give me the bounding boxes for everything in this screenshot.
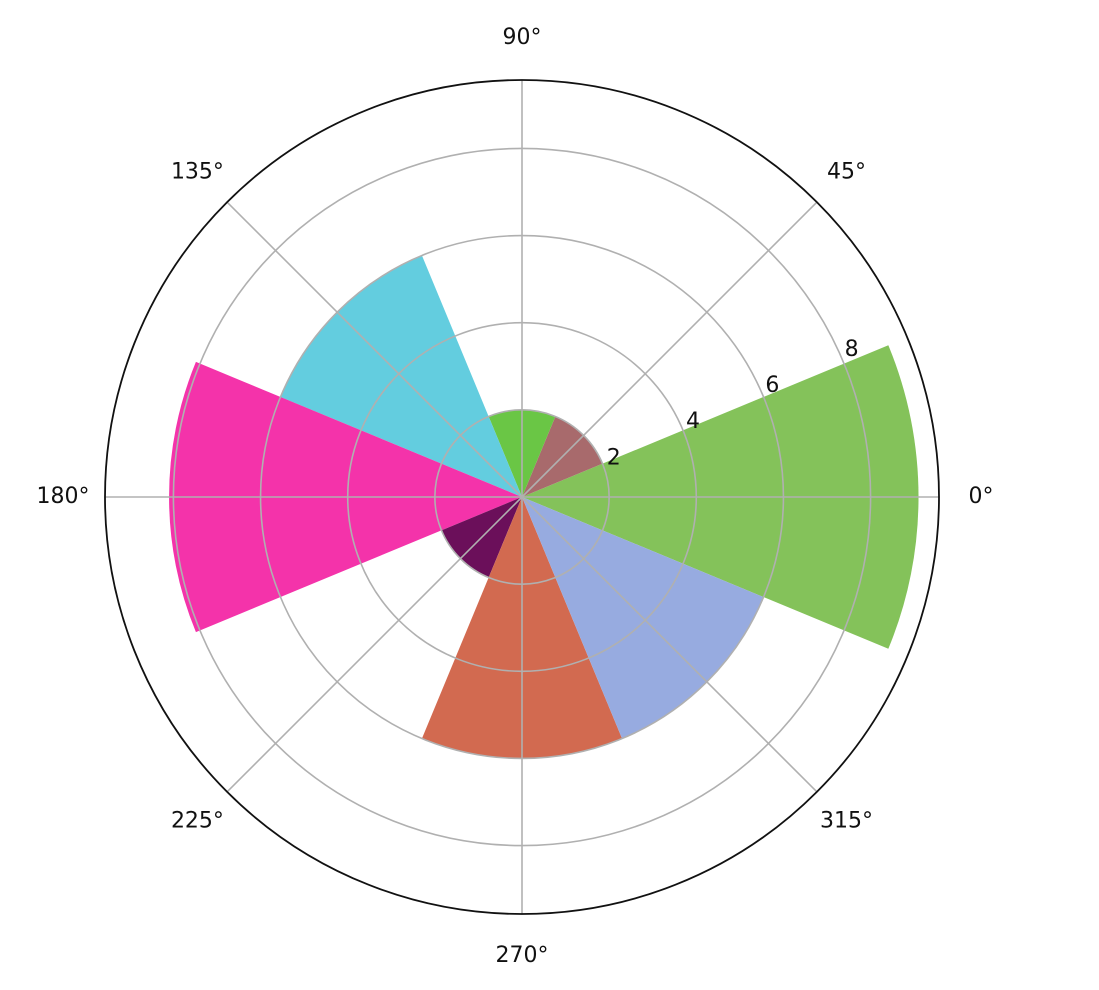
theta-tick-label: 90° bbox=[503, 25, 542, 50]
theta-tick-label: 45° bbox=[827, 159, 866, 184]
r-tick-label: 8 bbox=[845, 337, 859, 362]
r-tick-label: 6 bbox=[765, 373, 779, 398]
r-tick-label: 2 bbox=[607, 445, 621, 470]
grid-spoke bbox=[521, 201, 818, 498]
theta-tick-label: 270° bbox=[496, 943, 549, 968]
theta-tick-label: 315° bbox=[820, 809, 873, 834]
theta-tick-label: 180° bbox=[37, 484, 90, 509]
theta-tick-label: 135° bbox=[171, 159, 224, 184]
theta-tick-label: 225° bbox=[171, 809, 224, 834]
grid-spoke bbox=[521, 496, 818, 793]
theta-tick-label: 0° bbox=[969, 484, 994, 509]
polar-frame bbox=[104, 79, 940, 915]
r-tick-label: 4 bbox=[686, 409, 700, 434]
grid-spoke bbox=[226, 201, 523, 498]
grid-spoke bbox=[226, 496, 523, 793]
